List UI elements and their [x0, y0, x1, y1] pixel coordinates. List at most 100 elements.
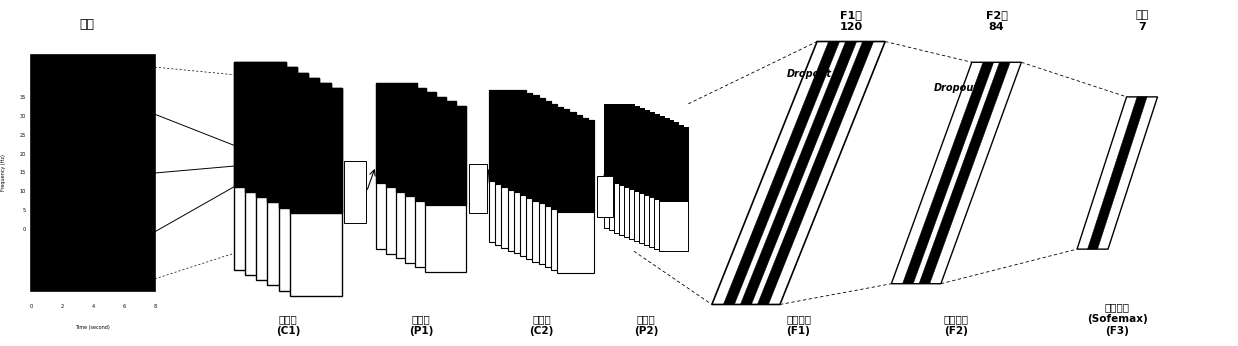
Text: 5: 5 — [22, 208, 26, 213]
Text: 10: 10 — [20, 189, 26, 194]
Bar — [279, 83, 331, 291]
Text: Dropout: Dropout — [933, 83, 979, 93]
Bar — [624, 112, 654, 187]
Bar — [495, 93, 532, 184]
Text: 4: 4 — [92, 304, 94, 309]
Text: 卷积层
(C1): 卷积层 (C1) — [276, 314, 300, 336]
Text: 卷积层
(C2): 卷积层 (C2) — [530, 314, 553, 336]
Bar — [256, 73, 308, 280]
Polygon shape — [758, 42, 874, 304]
Bar — [609, 106, 639, 230]
Bar — [634, 116, 664, 191]
Bar — [639, 118, 669, 193]
Text: Dropout: Dropout — [786, 69, 832, 79]
Bar — [557, 120, 594, 212]
Polygon shape — [740, 42, 857, 304]
Bar — [532, 109, 569, 262]
Bar — [644, 120, 673, 245]
Bar — [659, 127, 688, 201]
Bar — [644, 120, 673, 195]
Text: 池化层
(P1): 池化层 (P1) — [409, 314, 433, 336]
Bar — [597, 176, 613, 217]
Bar — [234, 62, 286, 270]
Text: 25: 25 — [20, 133, 26, 138]
Bar — [629, 114, 659, 189]
Bar — [557, 120, 594, 273]
Bar — [267, 78, 319, 202]
Text: 输出
7: 输出 7 — [1135, 10, 1149, 32]
Text: 0: 0 — [30, 304, 32, 309]
Text: 20: 20 — [20, 152, 26, 157]
Bar — [539, 112, 576, 203]
Bar — [649, 122, 678, 197]
Bar — [406, 97, 447, 196]
Bar — [545, 115, 582, 267]
Text: Time (second): Time (second) — [76, 325, 110, 330]
Bar — [396, 92, 437, 192]
Bar — [501, 95, 539, 248]
Text: Frequency (Hz): Frequency (Hz) — [1, 155, 6, 191]
Bar — [256, 73, 308, 197]
Text: 8: 8 — [154, 304, 156, 309]
Bar — [501, 95, 539, 187]
Bar — [619, 110, 649, 235]
Bar — [469, 164, 488, 213]
Text: 0: 0 — [22, 227, 26, 232]
Bar — [539, 112, 576, 264]
Bar — [508, 98, 545, 251]
Bar — [654, 125, 683, 249]
Bar — [614, 108, 644, 183]
Bar — [376, 83, 417, 183]
Text: 全连接层
(Sofemax)
(F3): 全连接层 (Sofemax) (F3) — [1087, 302, 1148, 336]
Polygon shape — [891, 62, 1021, 284]
Text: 全连接层
(F1): 全连接层 (F1) — [786, 314, 811, 336]
Text: 15: 15 — [20, 171, 26, 175]
Bar — [634, 116, 664, 241]
Bar — [520, 104, 557, 256]
Text: F1层
120: F1层 120 — [839, 10, 863, 32]
Bar — [386, 88, 426, 187]
Text: 6: 6 — [123, 304, 125, 309]
Bar — [267, 78, 319, 285]
Bar — [659, 127, 688, 251]
Bar — [614, 108, 644, 233]
Bar — [619, 110, 649, 185]
Bar — [376, 83, 417, 249]
Bar — [604, 104, 634, 179]
Bar — [526, 107, 563, 198]
Bar — [489, 90, 526, 242]
Text: F2层
84: F2层 84 — [985, 10, 1008, 32]
Bar — [426, 106, 465, 205]
Bar — [245, 67, 297, 192]
Bar — [654, 125, 683, 199]
Polygon shape — [919, 62, 1010, 284]
Bar — [415, 101, 456, 201]
Text: 35: 35 — [20, 95, 26, 100]
Bar — [508, 98, 545, 190]
Text: 池化层
(P2): 池化层 (P2) — [634, 314, 659, 336]
Polygon shape — [723, 42, 839, 304]
Bar — [520, 104, 557, 195]
Bar — [495, 93, 532, 245]
Bar — [629, 114, 659, 239]
Bar — [532, 109, 569, 201]
Text: 2: 2 — [61, 304, 63, 309]
Polygon shape — [712, 42, 885, 304]
Bar — [234, 62, 286, 187]
Bar — [545, 115, 582, 206]
Bar — [514, 101, 551, 253]
Bar — [514, 101, 551, 192]
Bar — [31, 55, 155, 291]
Text: 输入: 输入 — [79, 18, 94, 31]
Bar — [290, 88, 342, 213]
Bar — [551, 118, 588, 209]
Bar — [396, 92, 437, 258]
Bar — [279, 83, 331, 208]
Bar — [415, 101, 456, 267]
Bar — [344, 161, 366, 223]
Bar — [426, 106, 465, 272]
Bar — [609, 106, 639, 181]
Polygon shape — [1087, 97, 1148, 249]
Bar — [245, 67, 297, 275]
Bar — [406, 97, 447, 263]
